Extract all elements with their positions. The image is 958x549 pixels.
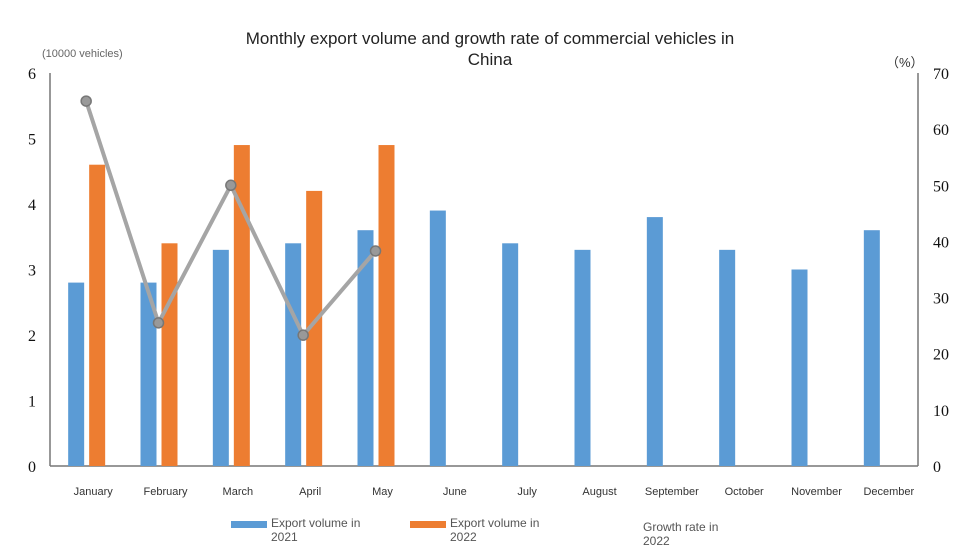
x-tick-label: September	[645, 486, 699, 498]
bar-2021	[212, 249, 229, 466]
growth-rate-point	[225, 179, 237, 192]
right-tick-label: 10	[933, 403, 949, 420]
legend-item-growth: Growth rate in 2022	[643, 520, 738, 548]
legend-label-2021: Export volume in 2021	[271, 516, 361, 544]
bar-2021	[429, 210, 446, 466]
left-tick-label: 1	[28, 394, 36, 411]
left-tick-label: 6	[28, 66, 36, 83]
x-tick-label: July	[517, 486, 537, 498]
chart-title: Monthly export volume and growth rate of…	[245, 29, 735, 69]
right-tick-label: 20	[933, 347, 949, 364]
legend-swatch-2022	[410, 521, 446, 528]
x-tick-label: December	[863, 486, 914, 498]
growth-rate-point	[297, 329, 309, 341]
x-tick-label: April	[299, 486, 321, 498]
x-tick-label: November	[791, 486, 842, 498]
left-tick-label: 0	[28, 459, 36, 476]
bar-2021	[285, 243, 302, 466]
right-tick-label: 0	[933, 459, 941, 476]
growth-rate-point	[152, 317, 165, 329]
legend-label-2022: Export volume in 2022	[450, 516, 540, 544]
legend-label-growth: Growth rate in 2022	[643, 520, 719, 548]
right-tick-label: 70	[933, 66, 949, 83]
legend-swatch-2021	[231, 521, 267, 528]
bar-2021	[502, 243, 519, 466]
left-tick-label: 5	[28, 132, 36, 149]
bar-2021	[357, 230, 374, 466]
bar-2021	[646, 217, 663, 466]
legend-item-2021: Export volume in 2021	[231, 516, 381, 544]
growth-rate-line	[84, 100, 378, 339]
right-tick-label: 50	[933, 178, 949, 195]
x-tick-label: May	[372, 486, 393, 498]
right-tick-label: 60	[933, 122, 949, 139]
right-tick-label: 40	[933, 234, 949, 251]
x-tick-label: October	[725, 486, 764, 498]
legend-item-2022: Export volume in 2022	[410, 516, 560, 544]
bar-2021	[140, 282, 157, 466]
bar-2021	[863, 230, 880, 466]
growth-rate-point	[369, 245, 382, 257]
left-tick-label: 3	[28, 263, 36, 280]
bar-2022	[89, 164, 106, 466]
right-axis-unit: （%）	[886, 55, 924, 70]
x-tick-label: June	[443, 486, 467, 498]
bar-2021	[574, 249, 591, 466]
bar-2022	[161, 243, 178, 466]
x-tick-label: August	[582, 486, 616, 498]
bar-2022	[378, 145, 395, 467]
x-tick-label: February	[143, 486, 188, 498]
left-tick-label: 4	[28, 197, 36, 214]
left-axis-unit: (10000 vehicles)	[42, 48, 123, 60]
x-tick-label: January	[74, 486, 114, 498]
bar-2021	[719, 249, 736, 466]
bar-2022	[306, 190, 323, 466]
bar-2021	[791, 269, 808, 466]
bar-2022	[233, 145, 250, 467]
growth-rate-point	[80, 95, 92, 107]
left-tick-label: 2	[28, 328, 36, 345]
x-tick-label: March	[223, 486, 254, 498]
bar-2021	[68, 282, 85, 466]
right-tick-label: 30	[933, 291, 949, 308]
